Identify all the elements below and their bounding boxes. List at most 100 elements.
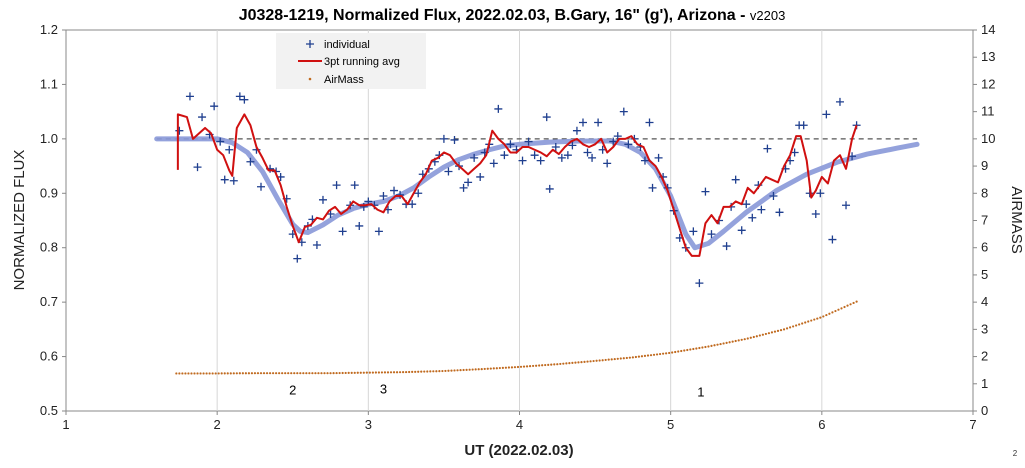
airmass-point [640, 355, 644, 358]
airmass-point [782, 328, 786, 331]
individual-point [757, 205, 766, 214]
airmass-point [574, 361, 577, 364]
individual-point [374, 227, 383, 236]
individual-point [470, 153, 479, 162]
airmass-point [196, 372, 199, 375]
individual-point [619, 107, 628, 116]
airmass-point [293, 372, 296, 375]
airmass-point [562, 362, 565, 365]
individual-point [350, 181, 359, 190]
airmass-point [535, 364, 538, 367]
airmass-point [607, 358, 610, 361]
airmass-point [837, 308, 840, 311]
y2-tick-label: 4 [981, 294, 988, 309]
airmass-point [779, 329, 783, 332]
airmass-point [804, 321, 807, 324]
airmass-point [510, 366, 514, 369]
airmass-point [698, 346, 701, 350]
individual-point [737, 226, 746, 235]
y2-tick-label: 0 [981, 403, 988, 418]
airmass-point [525, 365, 529, 368]
airmass-point [305, 372, 308, 375]
airmass-point [646, 354, 650, 357]
airmass-point [565, 362, 568, 365]
airmass-point [628, 356, 631, 359]
airmass-point [477, 368, 480, 371]
airmass-point [613, 357, 616, 361]
individual-point [185, 92, 194, 101]
airmass-point [677, 350, 680, 353]
airmass-point [402, 371, 405, 374]
y-tick-label: 1.0 [40, 131, 58, 146]
airmass-point [229, 372, 232, 375]
airmass-point [601, 359, 604, 362]
airmass-point [528, 365, 532, 368]
airmass-point [386, 371, 390, 374]
individual-point [645, 118, 654, 127]
airmass-point [275, 372, 278, 375]
airmass-point [417, 370, 420, 373]
airmass-point [519, 365, 523, 368]
individual-point [439, 134, 448, 143]
airmass-point [568, 362, 571, 365]
airmass-point [513, 366, 517, 369]
y2-tick-label: 7 [981, 213, 988, 228]
airmass-point [308, 372, 311, 375]
individual-point [583, 148, 592, 157]
plot-area: 1 2 3 4 5 6 70.50.60.70.80.91.01.11.2012345678… [40, 22, 996, 432]
x-tick-label: 3 [365, 417, 372, 432]
individual-point [624, 140, 633, 149]
individual-point [318, 195, 327, 204]
airmass-point [713, 344, 716, 347]
airmass-point [843, 305, 846, 309]
airmass-point [259, 372, 263, 375]
airmass-point [486, 367, 489, 370]
individual-point [338, 227, 347, 236]
airmass-point [665, 352, 668, 355]
individual-point [476, 172, 485, 181]
airmass-point [323, 372, 326, 375]
individual-point [816, 189, 825, 198]
airmass-point [411, 370, 414, 374]
individual-point [594, 118, 603, 127]
individual-point [210, 102, 219, 111]
airmass-point [532, 364, 535, 368]
individual-point [769, 192, 778, 201]
individual-point [235, 92, 244, 101]
airmass-point [752, 335, 755, 339]
airmass-point [689, 348, 692, 351]
individual-point [842, 201, 851, 210]
individual-point [257, 182, 266, 191]
airmass-point [380, 371, 384, 374]
airmass-point [271, 372, 275, 375]
individual-point [506, 140, 515, 149]
airmass-point [610, 358, 613, 361]
airmass-point [456, 369, 459, 372]
airmass-point [444, 369, 447, 373]
individual-point [763, 144, 772, 153]
airmass-point [792, 325, 795, 328]
airmass-point [423, 370, 426, 373]
airmass-point [217, 372, 220, 375]
individual-point [220, 175, 229, 184]
airmass-point [199, 372, 202, 375]
individual-point [225, 145, 234, 154]
y-tick-label: 0.6 [40, 349, 58, 364]
individual-point [229, 176, 238, 185]
individual-point [609, 137, 618, 146]
individual-point [572, 126, 581, 135]
airmass-point [834, 309, 837, 313]
chart-title-version: v2203 [750, 8, 785, 23]
airmass-point [825, 313, 828, 317]
airmass-point [356, 371, 359, 374]
y2-tick-label: 9 [981, 158, 988, 173]
airmass-point [284, 372, 287, 375]
airmass-point [770, 331, 774, 334]
airmass-point [643, 354, 647, 358]
airmass-point [625, 356, 628, 360]
y-tick-label: 0.9 [40, 185, 58, 200]
airmass-point [559, 362, 562, 366]
individual-point [489, 159, 498, 168]
airmass-point [453, 369, 456, 372]
individual-point [536, 156, 545, 165]
